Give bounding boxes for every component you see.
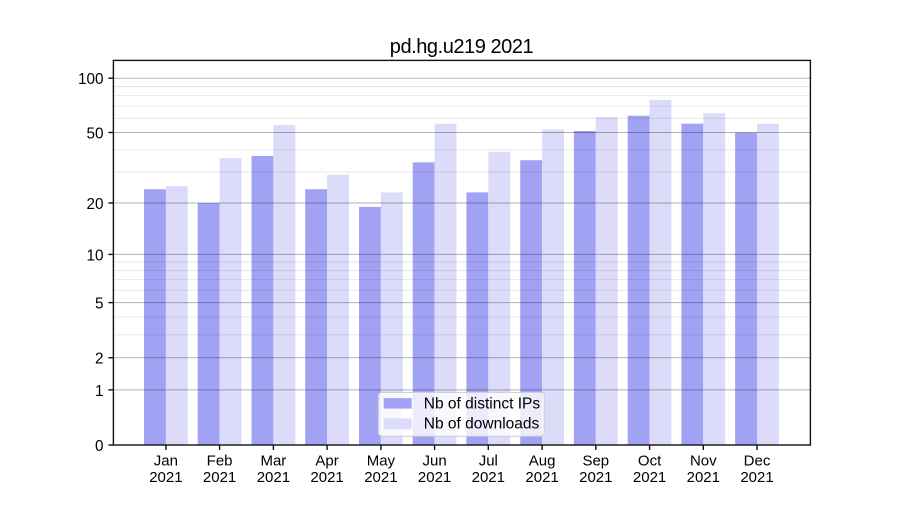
- svg-text:Nov: Nov: [690, 452, 717, 469]
- svg-text:2: 2: [95, 351, 104, 368]
- svg-text:Oct: Oct: [638, 452, 662, 469]
- svg-text:Aug: Aug: [529, 452, 556, 469]
- svg-text:2021: 2021: [257, 469, 290, 486]
- svg-text:10: 10: [86, 247, 103, 264]
- svg-text:2021: 2021: [740, 469, 773, 486]
- svg-text:May: May: [367, 452, 396, 469]
- svg-text:Apr: Apr: [315, 452, 338, 469]
- svg-text:100: 100: [78, 71, 104, 88]
- svg-text:pd.hg.u219 2021: pd.hg.u219 2021: [390, 36, 534, 58]
- svg-text:2021: 2021: [525, 469, 558, 486]
- svg-text:2021: 2021: [418, 469, 451, 486]
- svg-text:Feb: Feb: [207, 452, 233, 469]
- svg-text:2021: 2021: [203, 469, 236, 486]
- svg-text:2021: 2021: [364, 469, 397, 486]
- svg-text:1: 1: [95, 383, 104, 400]
- svg-text:Jun: Jun: [423, 452, 447, 469]
- svg-text:0: 0: [95, 438, 104, 455]
- svg-text:2021: 2021: [687, 469, 720, 486]
- svg-text:2021: 2021: [579, 469, 612, 486]
- svg-text:Sep: Sep: [582, 452, 609, 469]
- svg-text:Dec: Dec: [744, 452, 771, 469]
- svg-text:Jul: Jul: [479, 452, 498, 469]
- svg-text:Nb of distinct IPs: Nb of distinct IPs: [424, 395, 541, 412]
- svg-text:Jan: Jan: [154, 452, 178, 469]
- svg-text:20: 20: [86, 196, 103, 213]
- svg-text:2021: 2021: [310, 469, 343, 486]
- svg-text:50: 50: [86, 126, 103, 143]
- svg-text:2021: 2021: [149, 469, 182, 486]
- svg-text:2021: 2021: [472, 469, 505, 486]
- svg-text:2021: 2021: [633, 469, 666, 486]
- svg-text:Nb of downloads: Nb of downloads: [424, 416, 540, 433]
- svg-text:Mar: Mar: [260, 452, 286, 469]
- svg-text:5: 5: [95, 296, 104, 313]
